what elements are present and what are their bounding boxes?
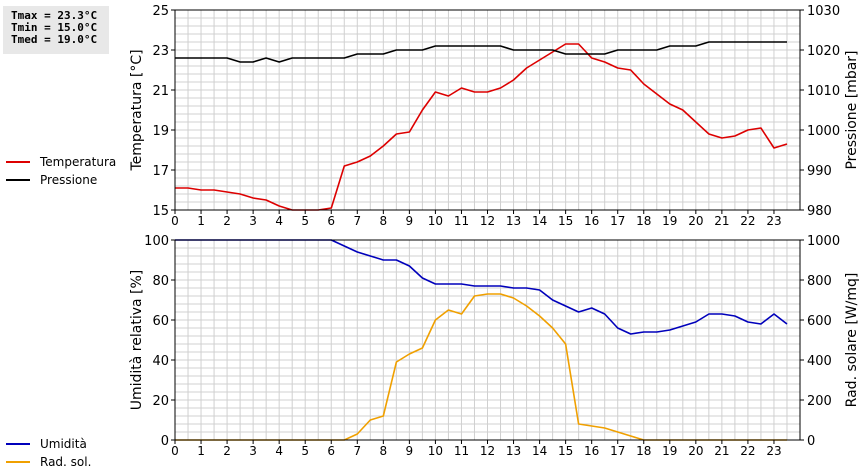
legend-label-humidity: Umidità — [40, 437, 87, 451]
chart2-xtick-label: 11 — [454, 444, 469, 458]
tmax-text: Tmax = 23.3°C — [11, 9, 98, 22]
chart2-y2tick-label: 1000 — [807, 234, 840, 249]
chart1-xtick-label: 5 — [301, 214, 309, 228]
chart2-xtick-label: 1 — [197, 444, 205, 458]
legend-swatch-humidity — [6, 443, 30, 445]
chart1-xtick-label: 1 — [197, 214, 205, 228]
chart2-xtick-label: 4 — [275, 444, 283, 458]
chart2-ylabel: Umidità relativa [%] — [129, 270, 145, 411]
legend-label-pressure: Pressione — [40, 173, 98, 187]
chart2-xtick-label: 6 — [327, 444, 335, 458]
chart1-y2tick-label: 1020 — [807, 44, 840, 59]
chart2-xtick-label: 22 — [740, 444, 755, 458]
chart1-xtick-label: 17 — [610, 214, 625, 228]
chart1-xtick-label: 7 — [353, 214, 361, 228]
legend-item-humidity: Umidità — [6, 435, 91, 453]
chart2-xtick-label: 16 — [584, 444, 599, 458]
legend-item-temperature: Temperatura — [6, 153, 116, 171]
chart1-y2label: Pressione [mbar] — [844, 50, 860, 169]
chart2-xtick-label: 20 — [688, 444, 703, 458]
chart2-xtick-label: 19 — [662, 444, 677, 458]
tmed-text: Tmed = 19.0°C — [11, 33, 98, 46]
chart1-y2tick-label: 990 — [807, 164, 832, 179]
chart2-xtick-label: 14 — [532, 444, 547, 458]
chart2-xtick-label: 17 — [610, 444, 625, 458]
chart2-xtick-label: 0 — [171, 444, 179, 458]
chart2-y2tick-label: 200 — [807, 394, 832, 409]
chart1-xtick-label: 14 — [532, 214, 547, 228]
chart1-y2tick-label: 1010 — [807, 84, 840, 99]
chart1-xtick-label: 8 — [380, 214, 388, 228]
chart1-xtick-label: 18 — [636, 214, 651, 228]
chart1-ytick-label: 17 — [152, 164, 169, 179]
chart1-xtick-label: 19 — [662, 214, 677, 228]
chart2-y2tick-label: 800 — [807, 274, 832, 289]
chart2-xtick-label: 21 — [714, 444, 729, 458]
chart1-ytick-label: 23 — [152, 44, 169, 59]
chart2-series-1-line — [175, 239, 788, 335]
chart1-series-2-line — [175, 41, 787, 63]
chart1-xtick-label: 2 — [223, 214, 231, 228]
chart2-xtick-label: 13 — [506, 444, 521, 458]
chart2-xtick-label: 15 — [558, 444, 573, 458]
legend-top: Temperatura Pressione — [6, 153, 116, 189]
chart1-xtick-label: 23 — [766, 214, 781, 228]
chart1-ytick-label: 21 — [152, 84, 169, 99]
chart1-xtick-label: 21 — [714, 214, 729, 228]
chart2-xtick-label: 8 — [380, 444, 388, 458]
chart2-ytick-label: 0 — [161, 434, 169, 449]
chart1-xtick-label: 15 — [558, 214, 573, 228]
charts-canvas: 0 1 2 3 4 5 6 7 8 9 10 11 12 13 14 15 16 17 18 19 20 21 22 2315… — [129, 4, 860, 458]
chart1-xtick-label: 6 — [327, 214, 335, 228]
chart1-xtick-label: 22 — [740, 214, 755, 228]
chart2-xtick-label: 5 — [301, 444, 309, 458]
chart2-y2tick-label: 600 — [807, 314, 832, 329]
chart2-xtick-label: 18 — [636, 444, 651, 458]
chart2-xtick-label: 2 — [223, 444, 231, 458]
chart1-xtick-label: 9 — [406, 214, 414, 228]
chart1-series-1-line — [175, 43, 788, 211]
chart2-xtick-label: 7 — [353, 444, 361, 458]
legend-swatch-temperature — [6, 161, 30, 163]
chart2-ytick-label: 20 — [152, 394, 169, 409]
stats-box: Tmax = 23.3°C Tmin = 15.0°C Tmed = 19.0°… — [3, 6, 109, 54]
chart1-xtick-label: 16 — [584, 214, 599, 228]
chart2-ytick-label: 40 — [152, 354, 169, 369]
chart1-xtick-label: 10 — [428, 214, 443, 228]
chart2-ytick-label: 60 — [152, 314, 169, 329]
chart1-xtick-label: 3 — [249, 214, 257, 228]
chart1-y2tick-label: 980 — [807, 204, 832, 219]
tmin-text: Tmin = 15.0°C — [11, 21, 98, 34]
chart1-y2tick-label: 1000 — [807, 124, 840, 139]
legend-item-pressure: Pressione — [6, 171, 116, 189]
chart1-xtick-label: 11 — [454, 214, 469, 228]
chart2-y2tick-label: 400 — [807, 354, 832, 369]
chart2-ytick-label: 80 — [152, 274, 169, 289]
chart1-xtick-label: 13 — [506, 214, 521, 228]
chart1-xtick-label: 0 — [171, 214, 179, 228]
chart2-xtick-label: 10 — [428, 444, 443, 458]
chart1-ylabel: Temperatura [°C] — [129, 49, 145, 171]
chart2-xtick-label: 3 — [249, 444, 257, 458]
chart1-xtick-label: 4 — [275, 214, 283, 228]
chart2-xtick-label: 23 — [766, 444, 781, 458]
chart1-y2tick-label: 1030 — [807, 4, 840, 19]
chart2-series-2-line — [175, 293, 787, 441]
chart2-y2tick-label: 0 — [807, 434, 815, 449]
chart2-y2label: Rad. solare [W/mq] — [844, 273, 860, 408]
chart2-xtick-label: 12 — [480, 444, 495, 458]
legend-swatch-pressure — [6, 179, 30, 181]
legend-label-temperature: Temperatura — [40, 155, 117, 169]
chart1-xtick-label: 12 — [480, 214, 495, 228]
chart1-ytick-label: 15 — [152, 204, 169, 219]
chart1-ytick-label: 19 — [152, 124, 169, 139]
chart1-xtick-label: 20 — [688, 214, 703, 228]
chart2-ytick-label: 100 — [144, 234, 169, 249]
legend-swatch-radiation — [6, 461, 30, 463]
chart1-ytick-label: 25 — [152, 4, 169, 19]
chart2-xtick-label: 9 — [406, 444, 414, 458]
